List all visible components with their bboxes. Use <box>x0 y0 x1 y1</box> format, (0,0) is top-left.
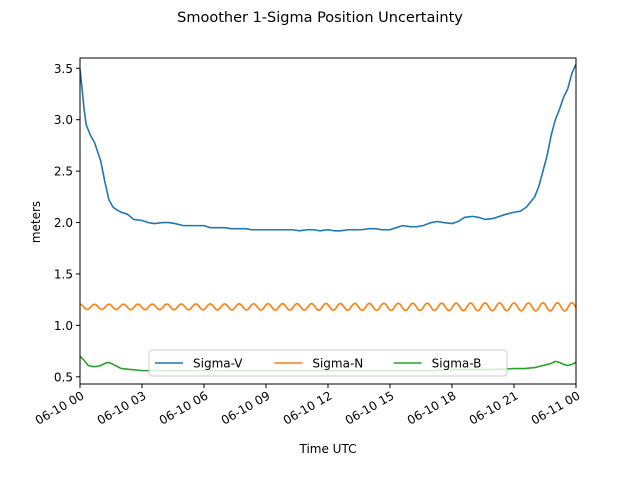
legend-label: Sigma-V <box>193 357 243 371</box>
legend-box <box>148 349 508 377</box>
x-tick-label: 06-10 21 <box>467 388 521 427</box>
legend-label: Sigma-B <box>432 357 482 371</box>
x-tick-label: 06-10 18 <box>405 388 459 427</box>
x-tick-label: 06-10 09 <box>219 388 273 427</box>
x-tick-label: 06-10 15 <box>343 388 397 427</box>
y-tick-label: 2.5 <box>54 165 73 179</box>
x-tick-label: 06-10 12 <box>281 388 335 427</box>
y-tick-label: 1.0 <box>54 319 73 333</box>
x-axis: 06-10 00 06-10 03 06-10 06 06-10 09 06-10 12… <box>33 384 583 428</box>
x-tick-label: 06-10 00 <box>33 388 87 427</box>
x-tick-label: 06-10 03 <box>95 388 149 427</box>
x-axis-label: Time UTC <box>299 442 357 456</box>
series-line-sigma-v <box>79 63 577 232</box>
series-layer <box>79 63 577 372</box>
series-line-sigma-n <box>79 301 577 312</box>
y-axis: 0.5 1.0 1.5 2.0 2.5 3.0 3.5 <box>54 62 80 384</box>
y-tick-label: 1.5 <box>54 267 73 281</box>
x-tick-label: 06-10 06 <box>157 388 211 427</box>
y-axis-label: meters <box>29 201 43 243</box>
y-tick-label: 3.0 <box>54 113 73 127</box>
x-tick-label: 06-11 00 <box>529 388 583 427</box>
y-tick-label: 3.5 <box>54 62 73 76</box>
legend-label: Sigma-N <box>312 357 363 371</box>
chart-title: Smoother 1-Sigma Position Uncertainty <box>177 10 463 26</box>
plot-frame <box>79 57 577 385</box>
plot-area <box>79 57 577 385</box>
y-tick-label: 0.5 <box>54 370 73 384</box>
y-tick-label: 2.0 <box>54 216 73 230</box>
legend: Sigma-V Sigma-N Sigma-B <box>148 349 508 377</box>
